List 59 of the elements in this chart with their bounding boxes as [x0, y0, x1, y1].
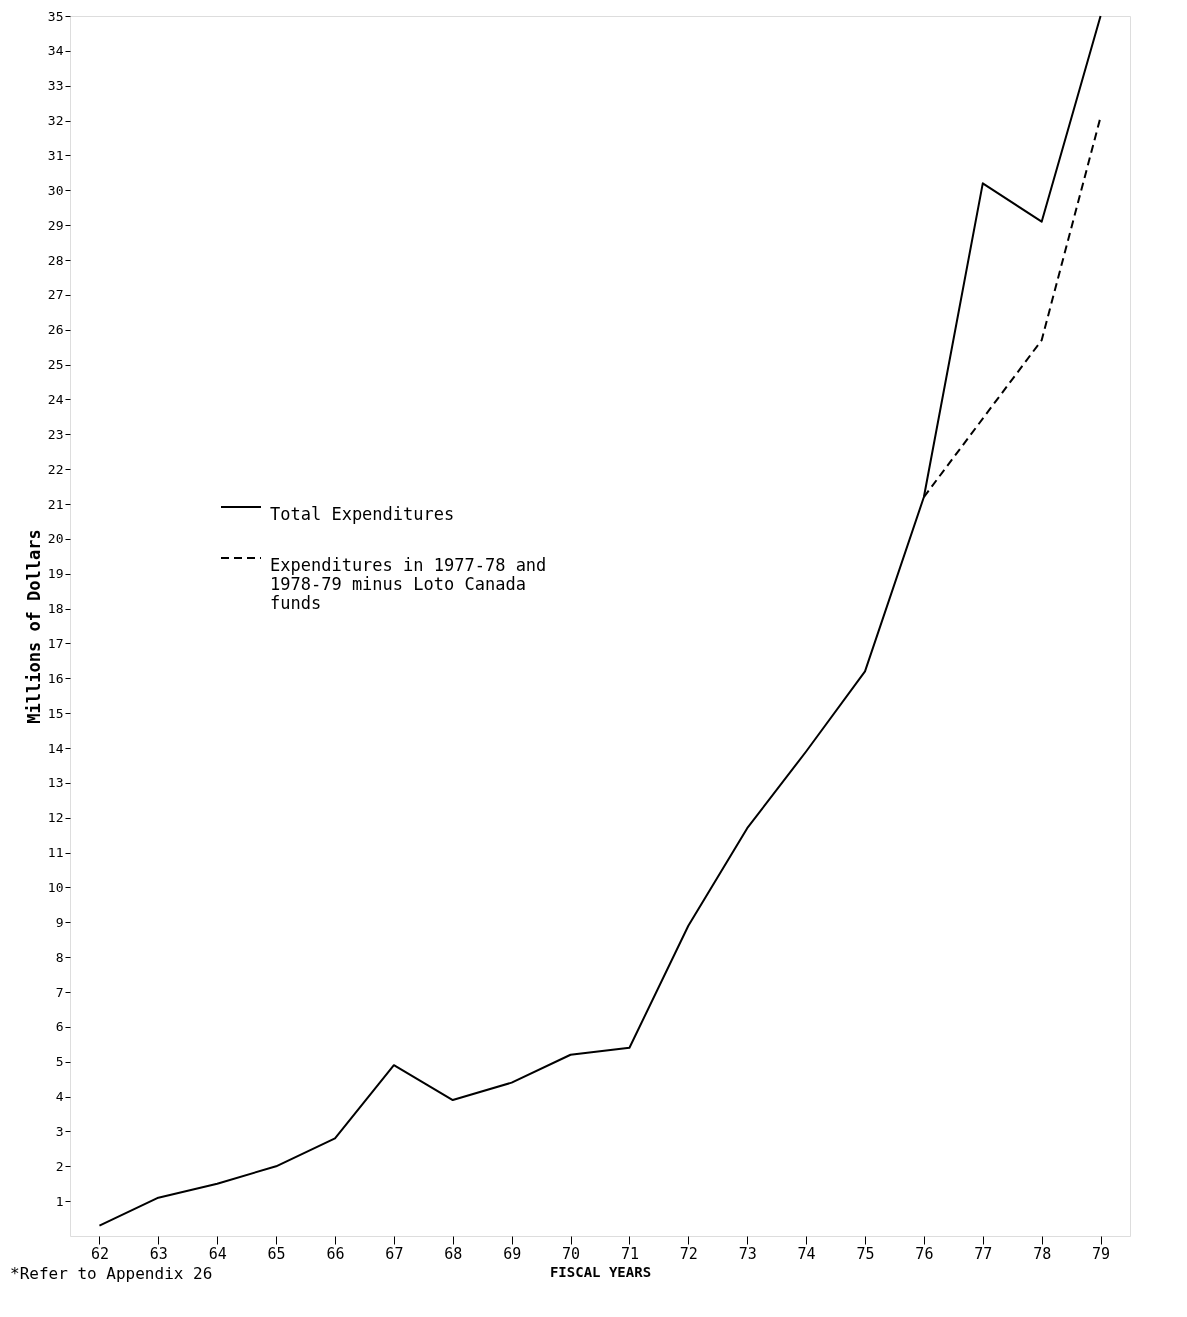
- y-tick-label: 33: [47, 78, 64, 94]
- x-tick-label: 78: [1033, 1244, 1052, 1263]
- y-tick-label: 2: [55, 1158, 64, 1174]
- y-tick-label: 8: [55, 949, 64, 965]
- y-tick-label: 20: [47, 531, 64, 547]
- legend-label: Expenditures in 1977-78 and 1978-79 minus Loto Canada funds: [270, 555, 547, 613]
- x-tick-label: 75: [856, 1244, 875, 1263]
- text: *Refer to Appendix 26: [10, 1264, 213, 1283]
- x-tick-label: 76: [915, 1244, 934, 1263]
- x-tick-label: 73: [738, 1244, 757, 1263]
- y-axis-title: Millions of Dollars: [23, 529, 44, 724]
- legend-label: Total Expenditures: [270, 504, 455, 524]
- x-axis-title: FISCAL YEARS: [549, 1263, 652, 1280]
- y-tick-label: 5: [55, 1054, 64, 1070]
- y-tick-label: 32: [47, 113, 64, 129]
- y-tick-label: 9: [55, 914, 64, 930]
- x-tick-label: 77: [974, 1244, 993, 1263]
- x-tick-label: 69: [503, 1244, 522, 1263]
- y-tick-label: 7: [55, 984, 64, 1000]
- y-tick-label: 17: [47, 635, 64, 651]
- y-tick-label: 35: [47, 8, 64, 24]
- y-tick-label: 6: [55, 1019, 64, 1035]
- y-tick-label: 24: [47, 391, 64, 407]
- y-tick-label: 4: [55, 1089, 64, 1105]
- x-tick-label: 65: [267, 1244, 286, 1263]
- y-tick-label: 34: [47, 43, 64, 59]
- y-tick-label: 23: [47, 426, 64, 442]
- y-tick-label: 13: [47, 775, 64, 791]
- y-tick-label: 29: [47, 217, 64, 233]
- y-tick-label: 15: [47, 705, 64, 721]
- y-tick-label: 12: [47, 810, 64, 826]
- x-tick-label: 68: [444, 1244, 463, 1263]
- x-tick-label: 70: [562, 1244, 581, 1263]
- line-series: [98, 15, 1102, 1227]
- x-tick-label: 63: [149, 1244, 168, 1263]
- y-tick-label: 31: [47, 147, 64, 163]
- y-tick-label: 16: [47, 670, 64, 686]
- y-tick-label: 18: [47, 601, 64, 617]
- y-tick-label: 22: [47, 461, 64, 477]
- y-tick-label: 28: [47, 252, 64, 268]
- x-tick-label: 67: [385, 1244, 404, 1263]
- x-tick-label: 72: [679, 1244, 698, 1263]
- x-tick-label: 74: [797, 1244, 816, 1263]
- y-tick-label: 30: [47, 182, 64, 198]
- y-tick-label: 11: [47, 845, 64, 861]
- y-tick-label: 25: [47, 357, 64, 373]
- y-tick-label: 10: [47, 879, 64, 895]
- x-tick-label: 66: [326, 1244, 345, 1263]
- y-tick-label: 3: [55, 1123, 64, 1139]
- y-tick-label: 26: [47, 322, 64, 338]
- y-tick-label: 27: [47, 287, 64, 303]
- x-tick-label: 71: [620, 1244, 639, 1263]
- x-tick-label: 64: [208, 1244, 227, 1263]
- y-tick-label: 14: [47, 740, 64, 756]
- y-tick-label: 19: [47, 566, 64, 582]
- y-tick-label: 1: [55, 1193, 64, 1209]
- y-tick-label: 21: [47, 496, 64, 512]
- x-tick-label: 62: [90, 1244, 109, 1263]
- x-tick-label: 79: [1092, 1244, 1111, 1263]
